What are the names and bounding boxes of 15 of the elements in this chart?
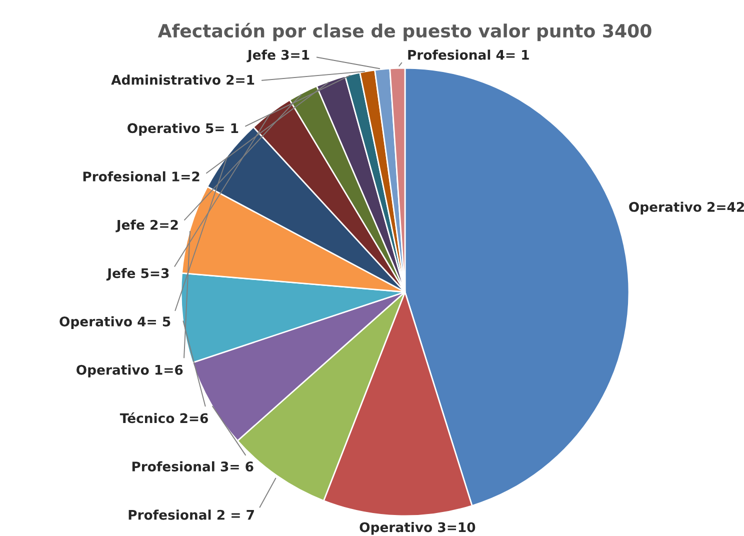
slice-label: Profesional 1=2 [83,171,200,182]
slice-label: Jefe 3=1 [246,50,310,62]
slice-label: Operativo 5= 1 [128,122,238,136]
slice-label: Operativo 3=10 [360,522,476,535]
slice-label: Jefe 5=3 [106,268,169,281]
slice-label: Profesional 4= 1 [408,50,529,60]
chart-title: Afectación por clase de puesto valor punto 3400 [158,22,652,42]
slice-label: Técnico 2=6 [120,412,208,424]
slice-label: Profesional 3= 6 [132,461,254,472]
slice-label: Jefe 2=2 [116,220,178,232]
slice-label: Administrativo 2=1 [111,74,254,85]
slice-label: Operativo 1=6 [76,364,183,378]
slice-label: Profesional 2 = 7 [128,510,254,520]
slice-label: Operativo 2=42 [629,202,744,214]
slice-label: Operativo 4= 5 [60,316,170,330]
